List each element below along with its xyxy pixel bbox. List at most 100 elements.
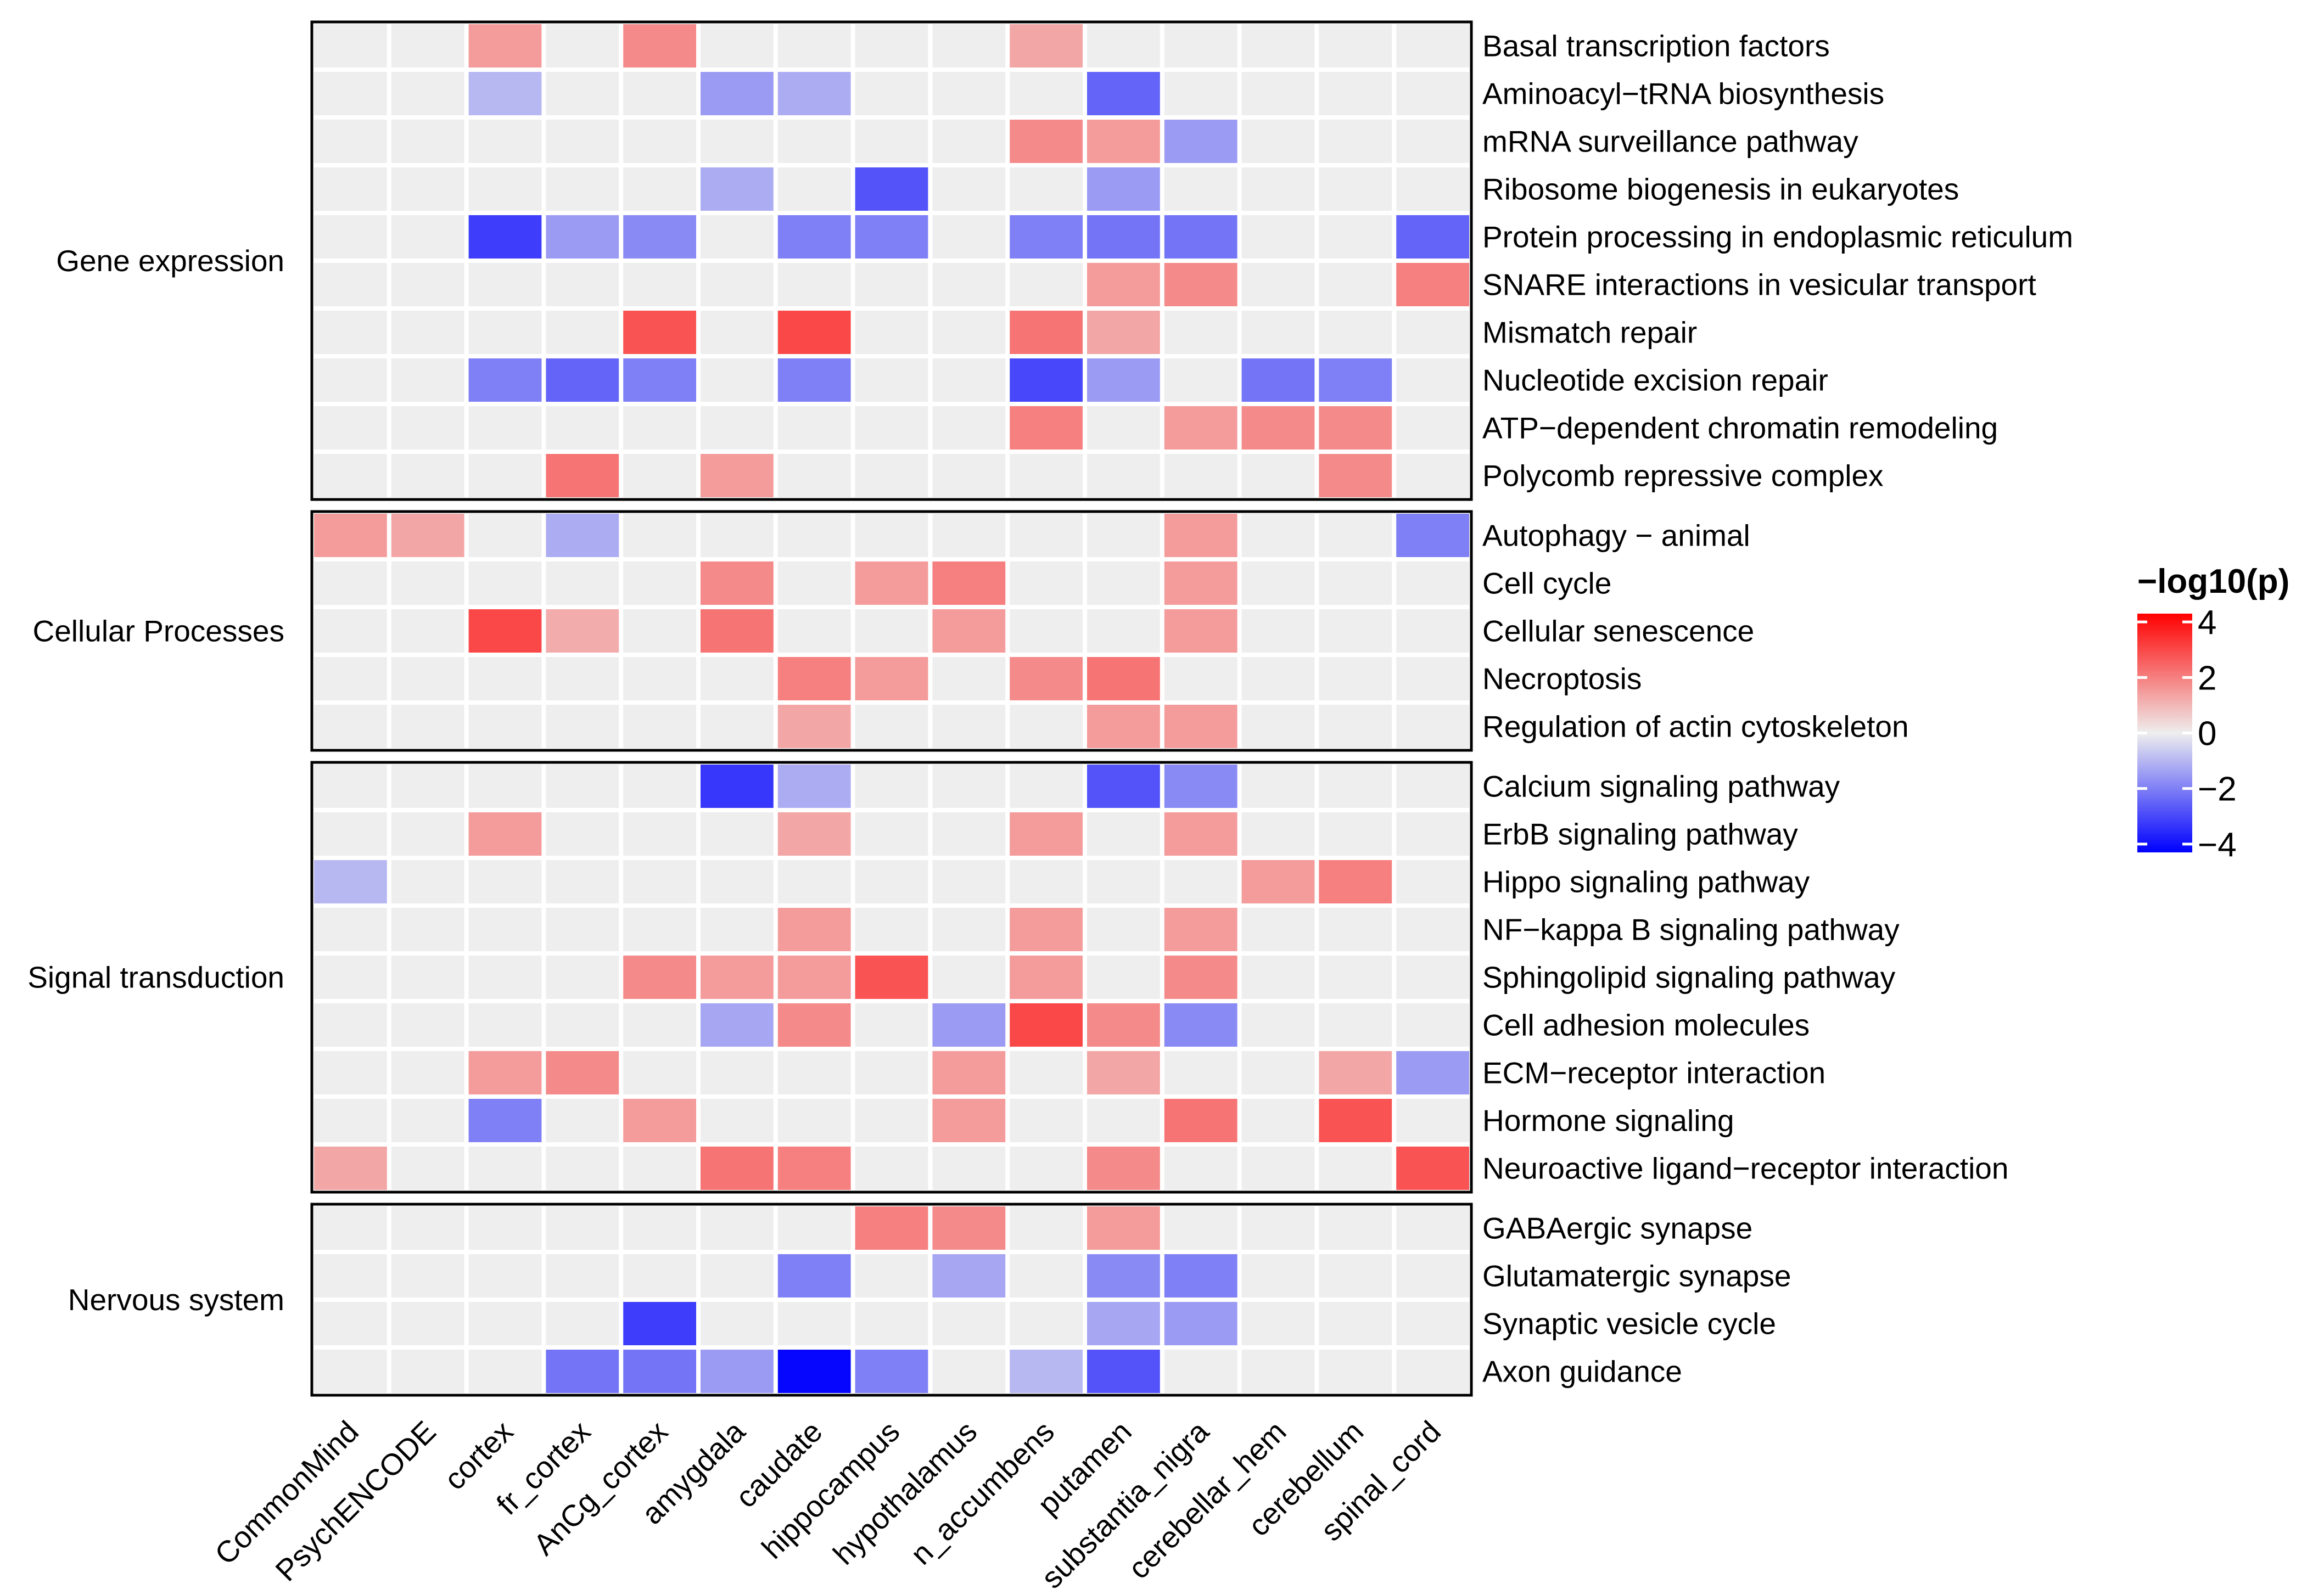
heatmap-cell <box>932 1302 1006 1345</box>
heatmap-cell <box>391 812 464 856</box>
heatmap-cell <box>1396 561 1469 605</box>
heatmap-cell <box>391 120 464 163</box>
heatmap-cell <box>468 860 542 903</box>
heatmap-cell <box>546 514 619 557</box>
heatmap-cell <box>1164 263 1237 306</box>
heatmap-cell <box>1164 609 1237 653</box>
heatmap-cell <box>1396 609 1469 653</box>
row-label: Synaptic vesicle cycle <box>1482 1307 1776 1341</box>
heatmap-cell <box>391 908 464 951</box>
legend-tick-label: 0 <box>2198 715 2216 753</box>
heatmap-cell <box>855 705 928 748</box>
heatmap-cell <box>468 1147 542 1190</box>
heatmap-cell <box>1241 1147 1315 1190</box>
heatmap-cell <box>701 1099 774 1142</box>
heatmap-cell <box>468 956 542 999</box>
heatmap-cell <box>777 167 851 211</box>
heatmap-cell <box>1087 72 1160 115</box>
heatmap-cell <box>1396 1254 1469 1298</box>
heatmap-cell <box>1010 1206 1083 1250</box>
heatmap-cell <box>314 215 387 259</box>
heatmap-cell <box>468 72 542 115</box>
heatmap-cell <box>855 1350 928 1393</box>
heatmap-cell <box>1164 860 1237 903</box>
legend-tick-label: 4 <box>2198 604 2216 642</box>
heatmap-cell <box>1396 1350 1469 1393</box>
heatmap-cell <box>932 358 1006 402</box>
heatmap-cell <box>623 956 696 999</box>
heatmap-cell <box>1319 1350 1392 1393</box>
heatmap-cell <box>546 705 619 748</box>
heatmap-cell <box>855 263 928 306</box>
heatmap-cell <box>623 358 696 402</box>
heatmap-cell <box>855 1206 928 1250</box>
heatmap-cell <box>468 657 542 700</box>
heatmap-cell <box>1241 561 1315 605</box>
heatmap-cell <box>777 406 851 450</box>
group-frame <box>310 20 1473 501</box>
heatmap-cell <box>1087 514 1160 557</box>
heatmap-cell <box>1164 406 1237 450</box>
heatmap-cell <box>546 657 619 700</box>
heatmap-cell <box>701 657 774 700</box>
group-frame <box>310 1203 1473 1397</box>
heatmap-cell <box>777 1099 851 1142</box>
heatmap-cell <box>1010 705 1083 748</box>
heatmap-cell <box>623 908 696 951</box>
heatmap-cell <box>1319 454 1392 497</box>
heatmap-cell <box>468 1051 542 1094</box>
heatmap-cell <box>391 358 464 402</box>
heatmap-cell <box>932 705 1006 748</box>
heatmap-cell <box>1010 765 1083 808</box>
heatmap-cell <box>701 311 774 354</box>
heatmap-cell <box>623 609 696 653</box>
heatmap-cell <box>1241 167 1315 211</box>
heatmap-cell <box>314 311 387 354</box>
heatmap-cell <box>623 1206 696 1250</box>
heatmap-cell <box>391 1003 464 1047</box>
heatmap-cell <box>701 1302 774 1345</box>
heatmap-cell <box>391 609 464 653</box>
heatmap-cell <box>546 765 619 808</box>
row-label: Glutamatergic synapse <box>1482 1259 1791 1293</box>
heatmap-cell <box>932 454 1006 497</box>
heatmap-cell <box>391 514 464 557</box>
heatmap-cell <box>1010 561 1083 605</box>
heatmap-cell <box>1164 514 1237 557</box>
heatmap-cell <box>1319 765 1392 808</box>
heatmap-cell <box>1319 1147 1392 1190</box>
heatmap-cell <box>1241 860 1315 903</box>
heatmap-cell <box>314 1003 387 1047</box>
heatmap-cell <box>855 311 928 354</box>
heatmap-cell <box>777 1350 851 1393</box>
group-frame <box>310 761 1473 1194</box>
heatmap-cell <box>1319 215 1392 259</box>
heatmap-cell <box>777 1302 851 1345</box>
heatmap-cell <box>1164 72 1237 115</box>
row-label: ECM−receptor interaction <box>1482 1056 1825 1090</box>
heatmap-cell <box>932 908 1006 951</box>
heatmap-cell <box>314 1302 387 1345</box>
heatmap-cell <box>1396 812 1469 856</box>
heatmap-cell <box>932 311 1006 354</box>
heatmap-cell <box>1164 956 1237 999</box>
heatmap-cell <box>468 311 542 354</box>
heatmap-cell <box>855 215 928 259</box>
heatmap-cell <box>1396 1003 1469 1047</box>
heatmap-cell <box>546 956 619 999</box>
heatmap-cell <box>1087 1003 1160 1047</box>
heatmap-cell <box>468 1099 542 1142</box>
heatmap-cell <box>546 908 619 951</box>
heatmap-cell <box>468 514 542 557</box>
group-labels: Gene expression Cellular Processes Signal … <box>27 244 284 1317</box>
heatmap-cell <box>1010 908 1083 951</box>
heatmap-cell <box>1164 120 1237 163</box>
heatmap-cell <box>546 215 619 259</box>
heatmap-cell <box>468 1206 542 1250</box>
heatmap-cell <box>701 860 774 903</box>
heatmap-cell <box>932 1350 1006 1393</box>
row-label: Neuroactive ligand−receptor interaction <box>1482 1152 2008 1186</box>
heatmap-cell <box>1087 358 1160 402</box>
legend-tick-label: −2 <box>2198 771 2237 808</box>
heatmap-cell <box>546 358 619 402</box>
